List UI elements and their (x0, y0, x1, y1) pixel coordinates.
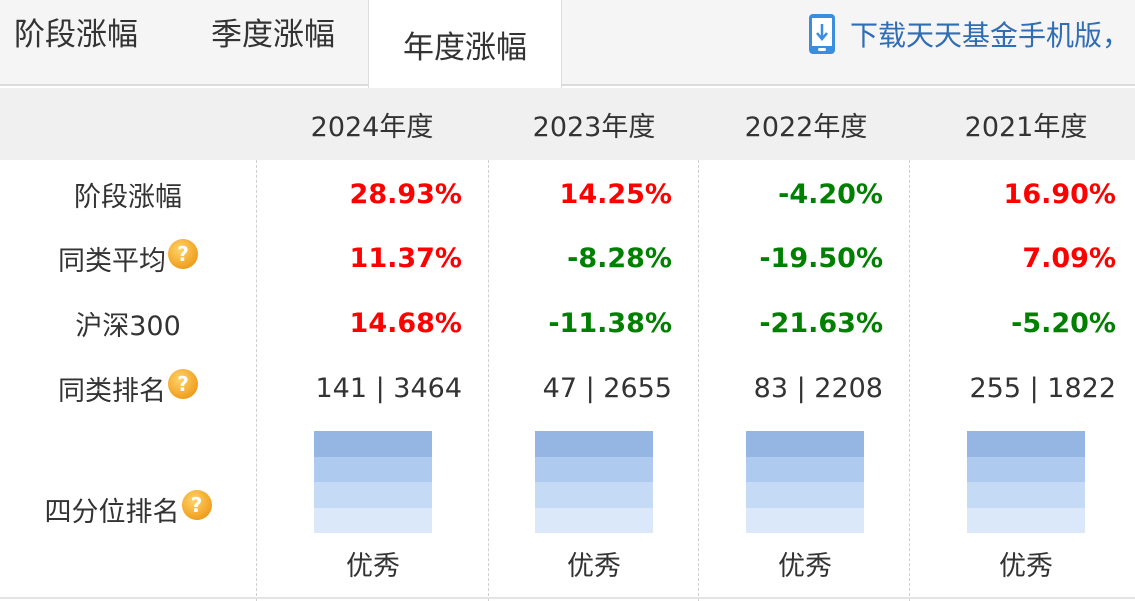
row-label-category-rank: 同类排名? (0, 368, 256, 408)
row-label-quartile-rank: 四分位排名? (0, 489, 256, 529)
csi300-value: -11.38% (548, 307, 672, 339)
help-icon[interactable]: ? (168, 239, 198, 269)
category-rank-value: 83 | 2208 (753, 372, 883, 404)
quartile-label: 优秀 (567, 551, 621, 582)
annual-returns-table: 2024年度 2023年度 2022年度 2021年度 阶段涨幅 同类平均? 沪… (0, 88, 1135, 601)
download-app-link[interactable]: 下载天天基金手机版， (808, 12, 1130, 56)
quartile-bar (535, 431, 653, 533)
column-divider (488, 160, 489, 601)
category-average-value: 7.09% (1022, 242, 1116, 274)
quartile-label: 优秀 (778, 551, 832, 582)
row-label-text: 同类排名 (58, 375, 166, 407)
stage-change-value: 28.93% (349, 178, 462, 210)
csi300-value: 14.68% (349, 307, 462, 339)
quartile-bar (746, 431, 864, 533)
column-header: 2024年度 (310, 111, 434, 143)
category-rank-value: 141 | 3464 (315, 372, 462, 404)
category-average-value: -19.50% (759, 242, 883, 274)
tab-label: 年度涨幅 (403, 29, 527, 66)
tab-bar: 阶段涨幅 季度涨幅 年度涨幅 下载天天基金手机版， (0, 0, 1135, 88)
column-divider (256, 160, 257, 601)
tab-label: 季度涨幅 (211, 16, 335, 53)
quartile-label: 优秀 (999, 551, 1053, 582)
tab-stage-change[interactable]: 阶段涨幅 (0, 0, 168, 86)
csi300-value: -21.63% (759, 307, 883, 339)
row-label-text: 同类平均 (58, 245, 166, 277)
column-header: 2021年度 (964, 111, 1088, 143)
column-header: 2023年度 (532, 111, 656, 143)
row-label-text: 四分位排名 (44, 496, 180, 528)
quartile-label: 优秀 (346, 551, 400, 582)
csi300-value: -5.20% (1011, 307, 1116, 339)
phone-download-icon (809, 14, 835, 54)
column-divider (909, 160, 910, 601)
category-average-value: 11.37% (349, 242, 462, 274)
help-icon[interactable]: ? (181, 490, 212, 520)
category-rank-value: 47 | 2655 (542, 372, 672, 404)
stage-change-value: 14.25% (559, 178, 672, 210)
quartile-bar (314, 431, 432, 533)
tab-quarter-change[interactable]: 季度涨幅 (180, 0, 366, 86)
table-bottom-border (0, 597, 1135, 599)
tab-year-change[interactable]: 年度涨幅 (368, 0, 562, 88)
row-label-category-average: 同类平均? (0, 238, 256, 278)
category-average-value: -8.28% (567, 242, 672, 274)
tab-label: 阶段涨幅 (14, 16, 138, 53)
stage-change-value: -4.20% (778, 178, 883, 210)
column-divider (698, 160, 699, 601)
row-label-text: 阶段涨幅 (74, 181, 182, 213)
row-label-stage-change: 阶段涨幅 (0, 174, 256, 214)
column-header: 2022年度 (744, 111, 868, 143)
stage-change-value: 16.90% (1003, 178, 1116, 210)
quartile-bar (967, 431, 1085, 533)
row-label-csi300: 沪深300 (0, 303, 256, 343)
help-icon[interactable]: ? (168, 369, 198, 399)
category-rank-value: 255 | 1822 (969, 372, 1116, 404)
download-text: 下载天天基金手机版， (850, 19, 1131, 52)
row-label-text: 沪深300 (75, 310, 181, 342)
table-header-row: 2024年度 2023年度 2022年度 2021年度 (0, 88, 1135, 160)
